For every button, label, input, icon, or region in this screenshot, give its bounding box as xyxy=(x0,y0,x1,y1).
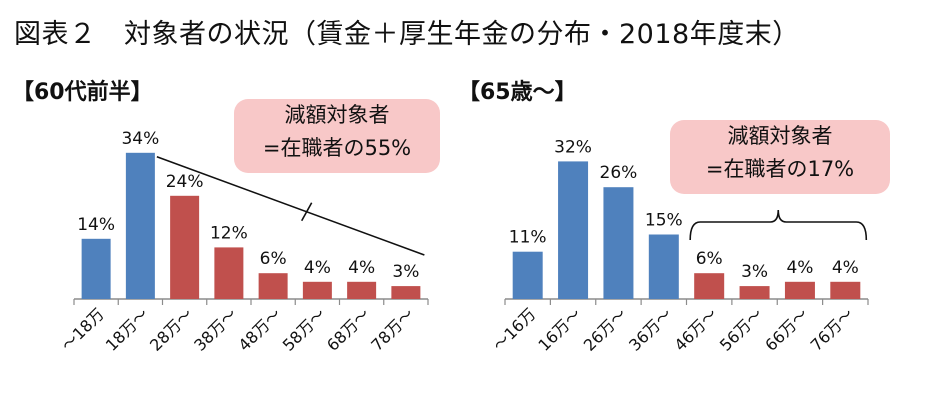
left-bar xyxy=(302,281,332,299)
left-bar xyxy=(391,286,421,299)
left-callout: 減額対象者 =在職者の55% xyxy=(234,99,440,173)
chart-left-subtitle: 【60代前半】 xyxy=(12,80,153,105)
left-bar xyxy=(347,281,377,299)
right-value-label: 3% xyxy=(741,262,768,282)
right-category-label: 26万～ xyxy=(580,304,630,354)
left-value-label: 24% xyxy=(166,172,204,192)
right-category-label: 76万～ xyxy=(807,304,857,354)
right-bracket xyxy=(689,209,868,241)
right-bar xyxy=(830,281,861,299)
left-bar xyxy=(125,152,155,299)
right-value-label: 11% xyxy=(509,228,547,248)
left-value-label: 4% xyxy=(348,258,375,278)
right-value-label: 32% xyxy=(554,137,592,157)
right-value-label: 15% xyxy=(645,211,683,231)
left-value-label: 12% xyxy=(210,223,248,243)
right-value-label: 6% xyxy=(696,249,723,269)
right-bar xyxy=(784,281,815,299)
page-title: 図表２ 対象者の状況（賃金＋厚生年金の分布・2018年度末） xyxy=(14,19,800,50)
right-category-label: 56万～ xyxy=(716,304,766,354)
left-boundary-line xyxy=(156,156,425,256)
left-value-label: 4% xyxy=(304,258,331,278)
right-bar xyxy=(648,234,679,299)
right-bar xyxy=(512,251,543,299)
right-category-label: 66万～ xyxy=(761,304,811,354)
left-callout-line1: 減額対象者 xyxy=(284,103,390,127)
right-category-label: 16万～ xyxy=(534,304,584,354)
left-value-label: 14% xyxy=(77,215,115,235)
right-category-label: 36万～ xyxy=(625,304,675,354)
right-bar xyxy=(558,161,589,299)
left-callout-line2: =在職者の55% xyxy=(262,136,412,160)
right-callout-line1: 減額対象者 xyxy=(727,124,833,148)
left-bar xyxy=(170,195,200,299)
right-category-label: ～16万 xyxy=(489,304,539,354)
left-bar xyxy=(258,273,288,299)
right-bar xyxy=(603,187,634,299)
left-pointer-tick xyxy=(300,202,313,222)
right-bar xyxy=(694,273,725,299)
chart-right-subtitle: 【65歳～】 xyxy=(458,80,577,105)
left-bar xyxy=(214,247,244,299)
right-value-label: 26% xyxy=(600,163,638,183)
left-value-label: 34% xyxy=(121,129,159,149)
left-value-label: 6% xyxy=(260,249,287,269)
right-bar xyxy=(739,286,770,299)
right-category-label: 46万～ xyxy=(671,304,721,354)
right-callout: 減額対象者 =在職者の17% xyxy=(670,120,890,194)
right-callout-line2: =在職者の17% xyxy=(705,157,855,181)
left-value-label: 3% xyxy=(392,262,419,282)
right-value-label: 4% xyxy=(832,258,859,278)
left-bar xyxy=(81,238,111,299)
right-value-label: 4% xyxy=(786,258,813,278)
